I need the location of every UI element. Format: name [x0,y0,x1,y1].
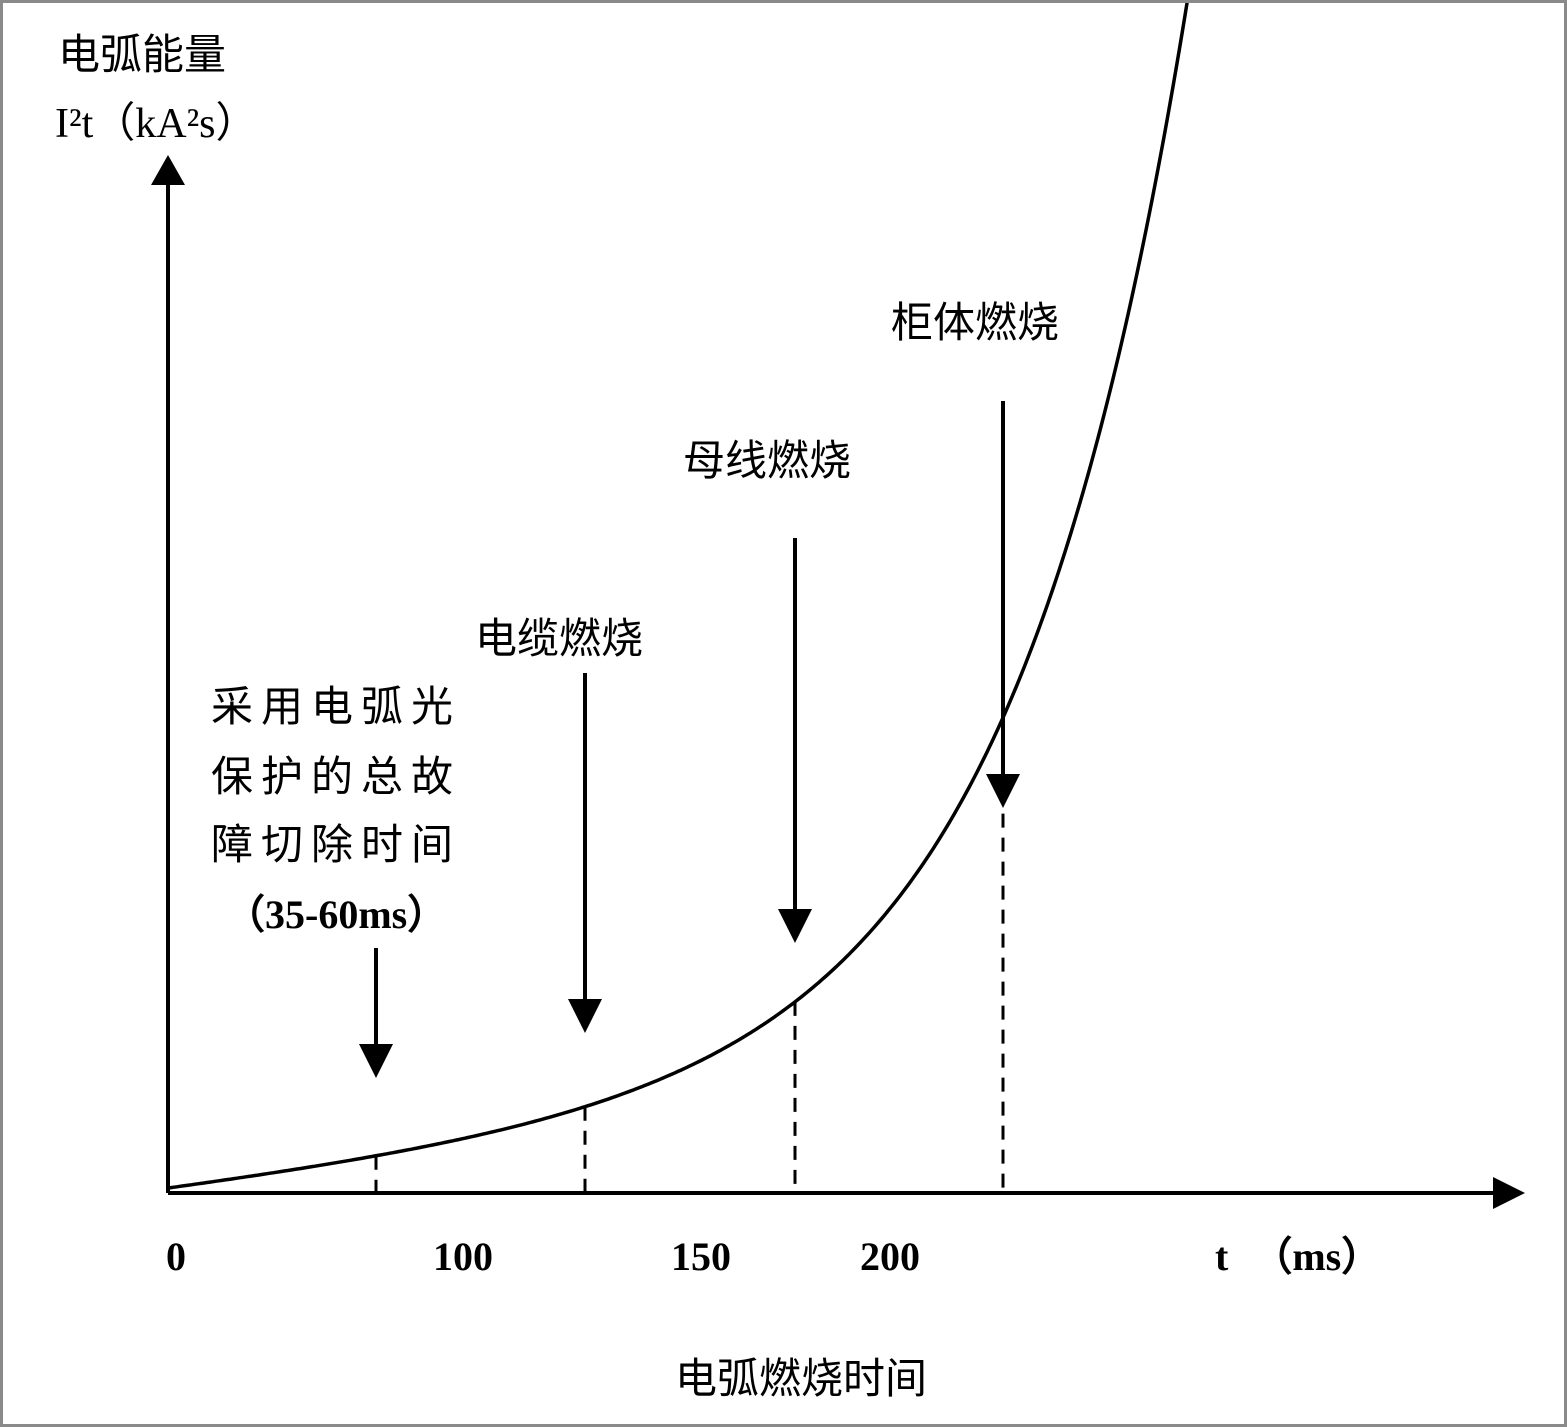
y-axis-label-unit: I²t（kA²s） [55,101,258,147]
x-axis-label: 电弧燃烧时间 [675,1357,928,1403]
annotation-cabinet: 柜体燃烧 [891,301,1060,347]
annotation-busbar: 母线燃烧 [683,439,852,485]
annotation-protection-line: 障切除时间 [211,823,462,869]
x-axis-arrow [1493,1177,1525,1209]
annotation-protection-line: 采用电弧光 [211,685,462,731]
x-tick-label: 100 [433,1234,493,1279]
y-axis-label-title: 电弧能量 [58,33,227,79]
down-arrow-head [359,1044,393,1078]
annotation-protection-line: 保护的总故 [211,755,462,801]
curve [167,3,1189,1190]
down-arrow-head [568,999,602,1033]
annotation-cable: 电缆燃烧 [475,617,644,663]
x-tick-label: 150 [671,1234,731,1279]
down-arrow-head [986,774,1020,808]
x-tick-label: 200 [860,1234,920,1279]
plot-area [151,3,1525,1209]
down-arrow-head [778,909,812,943]
x-tick-label: 0 [166,1234,186,1279]
annotation-protection-line: （35-60ms） [225,892,448,937]
x-axis-unit-label: t （ms） [1215,1234,1382,1279]
y-axis-arrow [151,155,185,185]
